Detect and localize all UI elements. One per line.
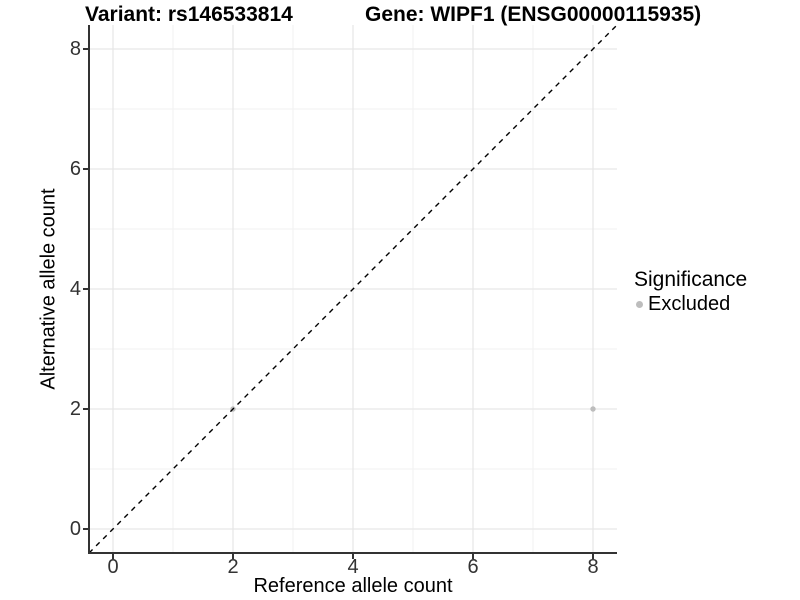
legend-point-icon [636,301,643,308]
legend-title: Significance [634,268,748,291]
legend-item-label: Excluded [648,293,731,315]
legend-items: Excluded [634,293,747,316]
legend: Significance Excluded [634,268,747,316]
plot-title-gene: Gene: WIPF1 (ENSG00000115935) [365,3,702,26]
x-tick-label: 6 [467,556,479,578]
y-tick-label: 4 [69,278,81,300]
y-tick-label: 2 [69,398,81,420]
y-tick-label: 6 [69,158,81,180]
x-tick-label: 2 [227,556,239,578]
identity-reference-line [88,24,618,554]
x-tick-label: 0 [107,556,119,578]
plot-title-variant: Variant: rs146533814 [85,3,293,26]
legend-item: Excluded [634,293,747,316]
y-tick-label: 0 [69,518,81,540]
x-tick-label: 8 [587,556,599,578]
y-tick-label: 8 [69,38,81,60]
x-tick-label: 4 [347,556,359,578]
x-axis-title: Reference allele count [253,575,453,597]
data-point [590,406,596,412]
